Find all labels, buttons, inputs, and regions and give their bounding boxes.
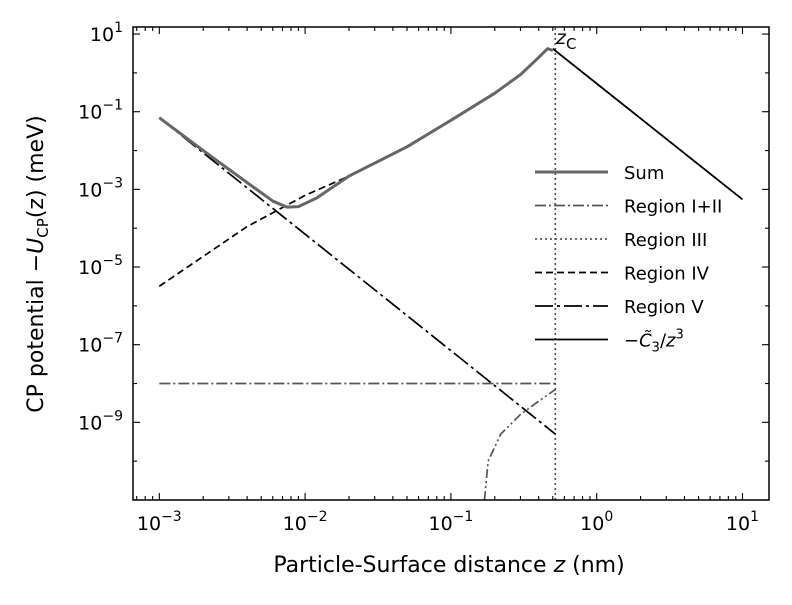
legend: Sum Region I+II Region III Region IV Region …: [535, 163, 722, 356]
y-tick-label-2: 10−5: [78, 253, 123, 279]
series-line-3: [158, 48, 549, 287]
legend-label-0: Sum: [624, 163, 664, 184]
z-critical-annotation: zC: [555, 27, 576, 53]
y-tick-label-1: 10−7: [78, 331, 123, 357]
x-tick-label-2: 10−1: [428, 509, 473, 535]
x-tick-label-1: 10−2: [283, 509, 328, 535]
y-tick-label-3: 10−3: [78, 175, 123, 201]
series-line-4: [158, 117, 556, 435]
extra-curve-0: [483, 388, 556, 500]
legend-label-4: Region V: [624, 297, 704, 318]
legend-label-5: −C̃3/z3: [624, 328, 684, 356]
y-tick-label-4: 10−1: [78, 98, 123, 124]
tick-labels: 10−3 10−2 10−1 100 101 10−9 10−7 10−5 10−3 10−1 10…: [78, 20, 759, 535]
legend-label-3: Region IV: [624, 264, 710, 285]
legend-label-2: Region III: [624, 230, 707, 251]
series-line-0: [158, 47, 554, 209]
x-tick-label-4: 101: [726, 509, 759, 535]
y-tick-label-0: 10−9: [78, 408, 123, 434]
series-line-5: [552, 47, 744, 201]
x-tick-label-3: 100: [580, 509, 613, 535]
plot-curves: [158, 27, 744, 500]
legend-label-1: Region I+II: [624, 197, 722, 218]
x-axis-label: Particle-Surface distance z (nm): [273, 553, 624, 578]
axis-ticks: [133, 27, 769, 501]
y-tick-label-5: 101: [90, 20, 123, 46]
y-axis-label: CP potential −UCP(z) (meV): [24, 115, 52, 412]
x-tick-label-0: 10−3: [137, 509, 182, 535]
